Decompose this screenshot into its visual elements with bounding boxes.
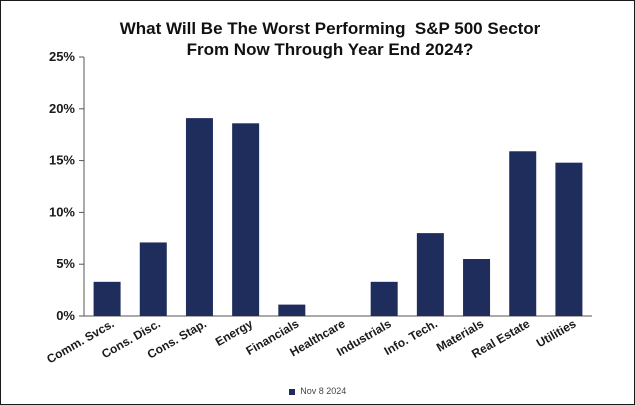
y-tick-label: 15% — [49, 153, 75, 168]
chart-title-line-2: From Now Through Year End 2024? — [186, 40, 474, 59]
legend: Nov 8 2024 — [0, 386, 635, 396]
bar — [555, 162, 583, 316]
y-tick-label: 10% — [49, 204, 75, 219]
bar — [416, 233, 444, 316]
chart-title-line-1: What Will Be The Worst Performing S&P 50… — [119, 19, 541, 38]
y-tick-label: 5% — [56, 256, 75, 271]
bar — [509, 151, 537, 316]
bar — [370, 281, 398, 316]
y-tick-label: 20% — [49, 101, 75, 116]
y-tick-label: 25% — [49, 49, 75, 64]
y-tick-label: 0% — [56, 308, 75, 323]
bar — [185, 118, 213, 317]
bar — [93, 281, 121, 316]
bar — [278, 304, 306, 316]
bar — [139, 242, 167, 316]
chart-title: What Will Be The Worst Performing S&P 50… — [60, 18, 600, 60]
bar — [463, 259, 491, 316]
x-tick-label: Info. Tech. — [382, 316, 440, 358]
legend-swatch — [288, 388, 295, 395]
legend-label: Nov 8 2024 — [300, 386, 347, 396]
x-tick-label: Utilities — [534, 316, 579, 350]
bar — [232, 123, 260, 316]
